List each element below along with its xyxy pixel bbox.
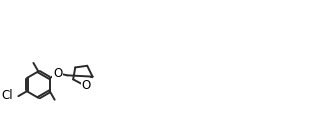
Text: O: O: [53, 67, 63, 80]
Text: O: O: [82, 79, 91, 92]
Text: Cl: Cl: [1, 89, 13, 102]
